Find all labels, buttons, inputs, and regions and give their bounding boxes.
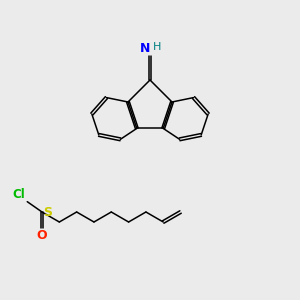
Text: Cl: Cl — [13, 188, 25, 201]
Text: H: H — [153, 42, 161, 52]
Text: O: O — [37, 229, 47, 242]
Text: N: N — [140, 42, 150, 55]
Text: S: S — [43, 206, 52, 218]
